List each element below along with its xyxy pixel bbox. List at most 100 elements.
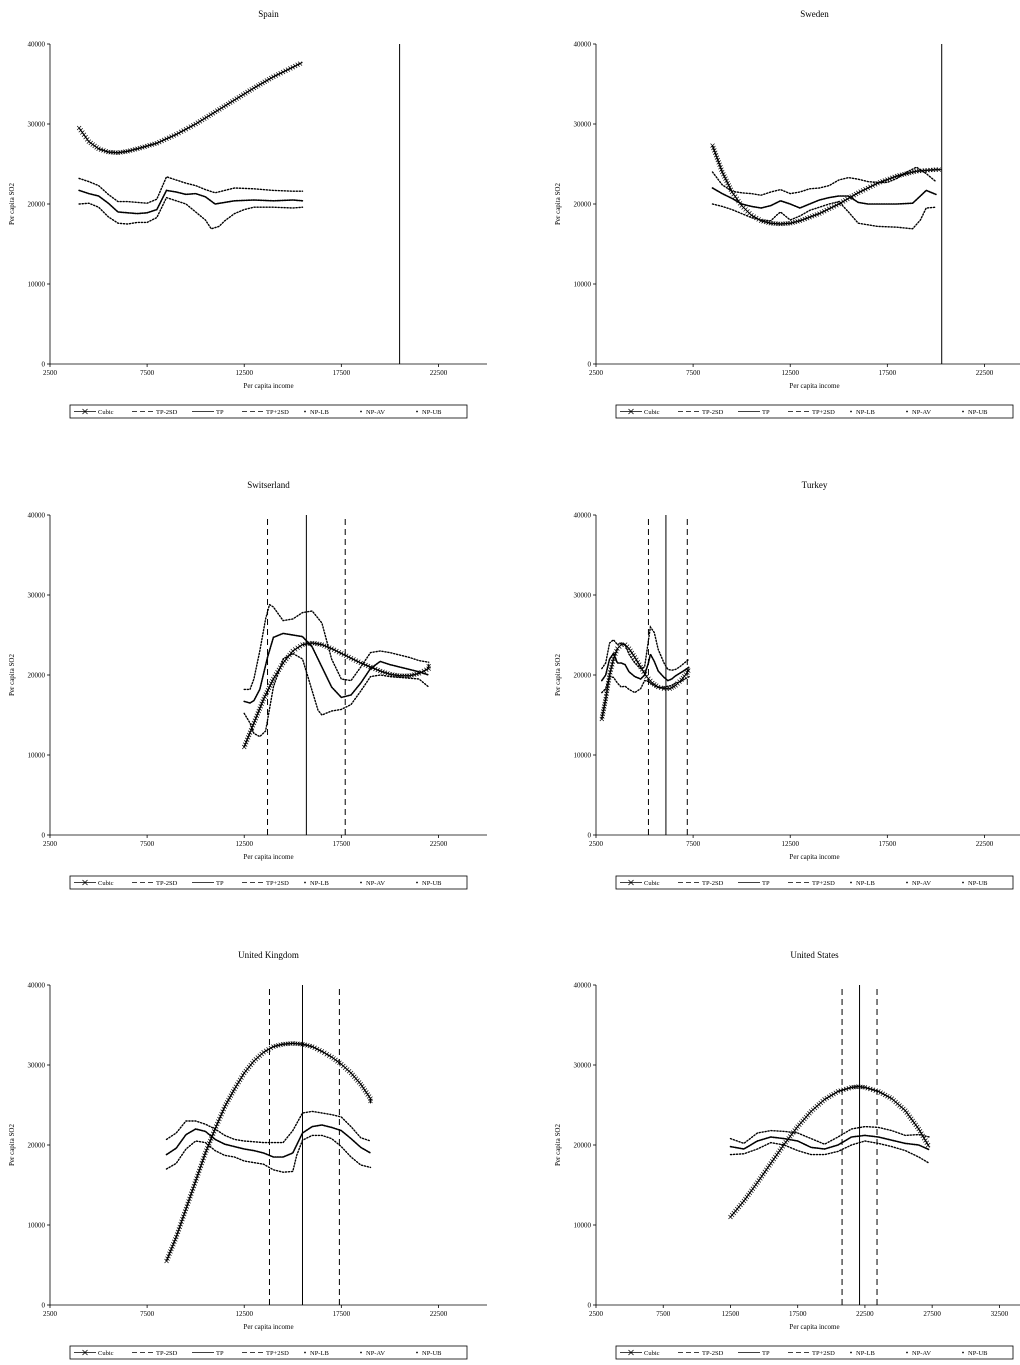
cubic-marker bbox=[237, 1077, 243, 1083]
cubic-marker bbox=[608, 667, 614, 672]
cubic-marker bbox=[212, 109, 218, 115]
cubic-marker bbox=[368, 664, 373, 670]
cubic-marker bbox=[285, 67, 291, 72]
cubic-marker bbox=[220, 1109, 225, 1114]
x-tick-label: 12500 bbox=[722, 1310, 740, 1318]
cubic-marker bbox=[876, 1089, 881, 1094]
cubic-marker bbox=[235, 1082, 240, 1087]
cubic-marker bbox=[756, 217, 761, 222]
cubic-marker bbox=[263, 1048, 269, 1054]
legend-entry: Cubic bbox=[644, 1350, 660, 1357]
cubic-marker bbox=[841, 1087, 846, 1093]
legend-swatch bbox=[850, 410, 852, 413]
x-tick-label: 17500 bbox=[333, 840, 351, 848]
cubic-marker bbox=[887, 1095, 892, 1100]
cubic-marker bbox=[259, 701, 264, 707]
cubic-marker bbox=[226, 1097, 231, 1103]
cubic-marker bbox=[855, 190, 861, 196]
cubic-marker bbox=[331, 647, 337, 653]
cubic-marker bbox=[802, 216, 808, 222]
legend-entry: TP bbox=[762, 409, 770, 416]
cubic-marker bbox=[173, 132, 179, 137]
x-tick-label: 12500 bbox=[235, 840, 253, 848]
cubic-marker bbox=[911, 1120, 917, 1126]
cubic-marker bbox=[253, 84, 259, 90]
cubic-marker bbox=[192, 1181, 198, 1186]
legend-marker bbox=[628, 408, 634, 415]
cubic-marker bbox=[197, 1166, 203, 1171]
cubic-marker bbox=[214, 1121, 220, 1127]
legend-entry: NP-LB bbox=[310, 409, 329, 416]
cubic-marker bbox=[612, 654, 617, 659]
cubic-marker bbox=[161, 137, 167, 143]
np-av-series bbox=[729, 1134, 931, 1151]
legend-marker bbox=[82, 408, 88, 415]
cubic-marker bbox=[248, 727, 254, 733]
cubic-marker bbox=[261, 1049, 266, 1055]
cubic-marker bbox=[190, 1186, 196, 1191]
legend-swatch bbox=[962, 410, 964, 413]
cubic-marker bbox=[275, 72, 281, 77]
legend-entry: TP-2SD bbox=[702, 1350, 724, 1357]
cubic-marker bbox=[868, 1086, 873, 1092]
cubic-marker bbox=[613, 651, 618, 657]
cubic-marker bbox=[358, 1081, 364, 1087]
legend-swatch bbox=[304, 1351, 306, 1354]
x-tick-label: 2500 bbox=[589, 840, 604, 848]
cubic-marker bbox=[166, 135, 172, 140]
legend-entry: NP-UB bbox=[422, 880, 442, 887]
cubic-marker bbox=[204, 1148, 209, 1153]
cubic-marker bbox=[750, 1186, 756, 1191]
cubic-marker bbox=[206, 1143, 211, 1149]
cubic-marker bbox=[216, 1119, 221, 1124]
cubic-marker bbox=[218, 1114, 223, 1119]
cubic-marker bbox=[266, 685, 272, 691]
y-tick-label: 0 bbox=[42, 832, 46, 840]
np-av-series bbox=[165, 1124, 372, 1158]
cubic-marker bbox=[729, 189, 735, 195]
legend-entry: TP-2SD bbox=[702, 880, 724, 887]
cubic-marker bbox=[221, 104, 226, 109]
cubic-marker bbox=[904, 1110, 910, 1115]
cubic-marker bbox=[167, 1251, 172, 1257]
cubic-marker bbox=[204, 115, 209, 120]
cubic-marker bbox=[221, 1106, 226, 1112]
cubic-marker bbox=[186, 1199, 191, 1204]
x-tick-label: 2500 bbox=[43, 1310, 58, 1318]
cubic-marker bbox=[180, 1216, 185, 1222]
x-tick-label: 17500 bbox=[879, 369, 897, 377]
cubic-marker bbox=[319, 1049, 325, 1054]
cubic-marker bbox=[607, 672, 612, 678]
legend-marker bbox=[82, 879, 88, 886]
cubic-marker bbox=[232, 97, 237, 103]
cubic-marker bbox=[870, 1087, 876, 1093]
y-tick-label: 40000 bbox=[574, 982, 592, 990]
cubic-marker bbox=[722, 174, 727, 179]
cubic-marker bbox=[755, 1180, 760, 1185]
cubic-marker bbox=[424, 667, 429, 673]
cubic-marker bbox=[173, 1237, 178, 1242]
cubic-marker bbox=[712, 148, 717, 153]
cubic-marker bbox=[838, 1088, 843, 1093]
cubic-marker bbox=[747, 1190, 753, 1196]
legend: Cubic TP-2SD TP TP+2SD NP-LB NP-AV NP-UB bbox=[69, 404, 468, 419]
legend-swatch bbox=[304, 881, 306, 884]
cubic-marker bbox=[290, 64, 296, 70]
cubic-marker bbox=[217, 1116, 222, 1122]
cubic-marker bbox=[186, 125, 191, 131]
cubic-marker bbox=[239, 1075, 244, 1080]
cubic-marker bbox=[774, 1152, 780, 1158]
cubic-marker bbox=[207, 1138, 213, 1144]
cubic-marker bbox=[199, 1160, 205, 1166]
legend-swatch bbox=[906, 1351, 908, 1354]
legend-entry: NP-LB bbox=[310, 880, 329, 887]
cubic-marker bbox=[607, 670, 613, 675]
cubic-marker bbox=[194, 1176, 199, 1181]
cubic-marker bbox=[885, 1093, 890, 1099]
cubic-marker bbox=[847, 195, 852, 201]
cubic-marker bbox=[247, 730, 253, 735]
cubic-marker bbox=[263, 692, 269, 697]
legend-entry: TP+2SD bbox=[812, 1350, 835, 1357]
x-tick-label: 7500 bbox=[686, 369, 701, 377]
x-tick-label: 7500 bbox=[140, 1310, 155, 1318]
